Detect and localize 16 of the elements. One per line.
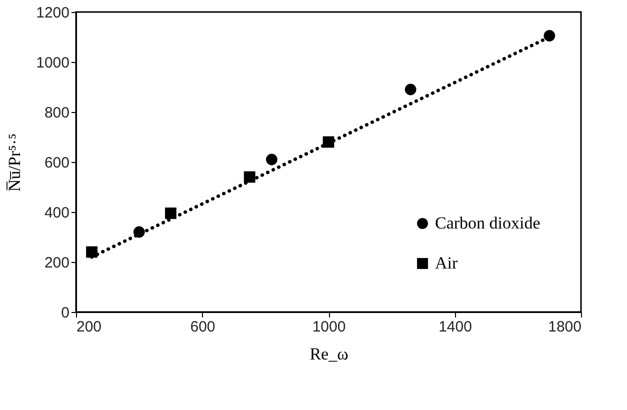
y-tick-label: 800 (44, 104, 70, 122)
legend-label: Carbon dioxide (435, 214, 540, 232)
y-tick-label: 0 (61, 304, 70, 322)
y-tick-label: 200 (44, 254, 70, 272)
y-tick-label: 600 (44, 154, 70, 172)
y-tick-label: 1200 (36, 4, 70, 22)
y-tick-label: 1000 (36, 54, 70, 72)
legend-label: Air (435, 254, 458, 272)
x-tick-label: 200 (76, 318, 102, 336)
x-tick-label: 1400 (438, 318, 472, 336)
y-tick-label: 400 (44, 204, 70, 222)
y-axis-title: N̅u̅/Pr⁵·⁵ (5, 133, 24, 192)
x-axis-title: Re_ω (310, 344, 348, 364)
x-tick-label: 1000 (312, 318, 346, 336)
x-tick-label: 1800 (548, 318, 582, 336)
x-tick-label: 600 (190, 318, 216, 336)
